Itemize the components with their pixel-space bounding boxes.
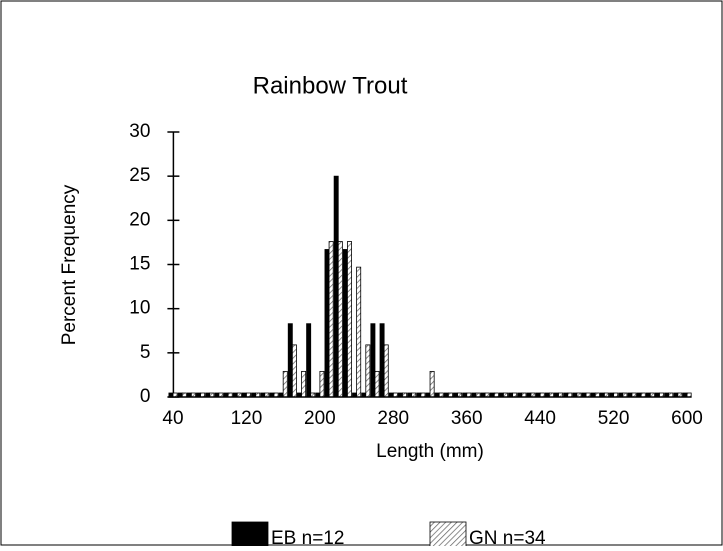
bar [328, 241, 334, 398]
x-tick-label: 440 [524, 408, 556, 429]
bar [356, 266, 362, 398]
y-tick-label: 10 [129, 298, 150, 319]
y-tick-label: 20 [129, 209, 150, 230]
chart-title: Rainbow Trout [253, 72, 408, 99]
y-tick-label: 15 [129, 254, 150, 275]
y-tick-label: 0 [140, 386, 151, 407]
bar [282, 370, 288, 398]
bar [287, 323, 293, 398]
bar [374, 370, 380, 398]
x-tick-label: 40 [162, 408, 183, 429]
bar [324, 249, 330, 398]
bar [383, 344, 389, 398]
bar [301, 370, 307, 398]
bar [333, 175, 339, 398]
bar [337, 241, 343, 398]
bar [319, 370, 325, 398]
x-tick-label: 600 [671, 408, 703, 429]
y-tick-label: 5 [140, 342, 151, 363]
y-tick-label: 25 [129, 165, 150, 186]
bar [342, 249, 348, 398]
x-tick-label: 280 [377, 408, 409, 429]
x-axis-label: Length (mm) [376, 441, 484, 462]
bar [291, 344, 297, 398]
bar [429, 370, 435, 398]
legend-swatch [231, 521, 269, 551]
x-tick-label: 360 [451, 408, 483, 429]
bar [379, 323, 385, 398]
x-tick-label: 120 [231, 408, 263, 429]
bar [365, 344, 371, 398]
y-tick-label: 30 [129, 121, 150, 142]
y-axis-label: Percent Frequency [59, 184, 80, 345]
legend-swatch [429, 521, 467, 551]
bar [370, 323, 376, 398]
legend-label: GN n=34 [469, 528, 546, 546]
bar [347, 241, 352, 398]
legend-label: EB n=12 [271, 528, 344, 546]
x-tick-label: 200 [304, 408, 336, 429]
bar [306, 323, 312, 398]
x-tick-label: 520 [598, 408, 630, 429]
